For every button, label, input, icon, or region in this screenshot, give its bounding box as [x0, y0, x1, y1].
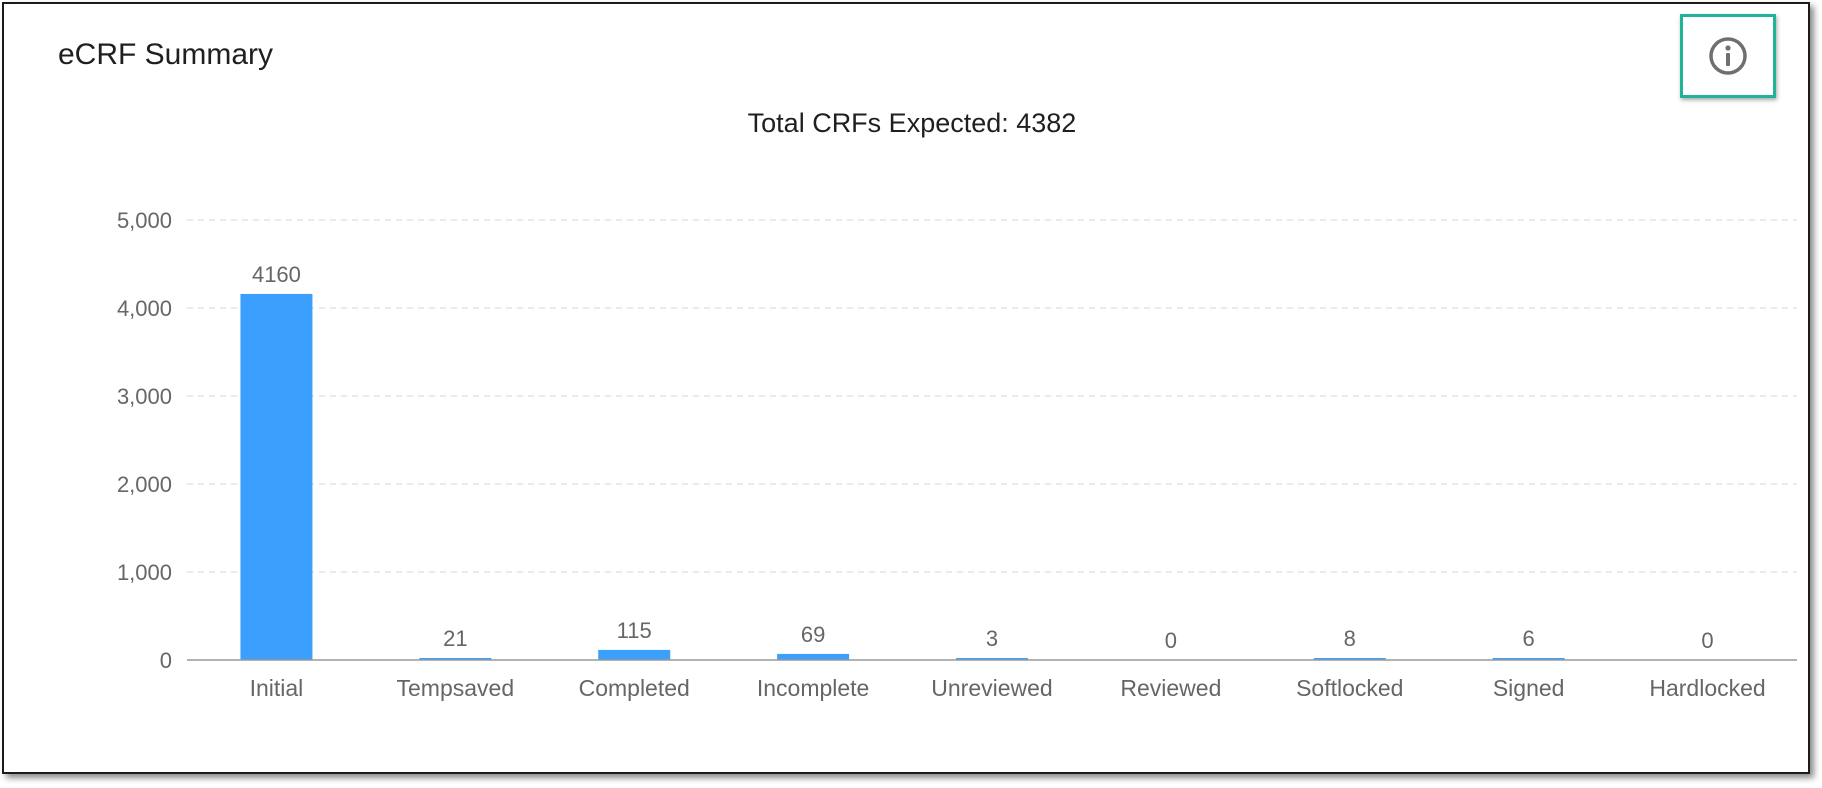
bar-data-label: 69: [801, 622, 825, 647]
bar-data-label: 6: [1523, 626, 1535, 651]
x-tick-label: Hardlocked: [1649, 675, 1765, 701]
y-tick-label: 2,000: [117, 472, 172, 497]
bar: [598, 649, 671, 660]
bar-data-label: 0: [1165, 628, 1177, 653]
y-tick-label: 5,000: [117, 208, 172, 233]
x-tick-label: Softlocked: [1296, 675, 1403, 701]
info-circle-icon: [1709, 37, 1747, 75]
bar-data-label: 115: [617, 618, 652, 643]
y-grid: [187, 219, 1797, 573]
bar: [1492, 658, 1565, 660]
panel-title: eCRF Summary: [58, 38, 274, 71]
x-tick-label: Signed: [1493, 675, 1565, 701]
bar-data-label: 3: [986, 626, 998, 651]
x-tick-label: Tempsaved: [397, 675, 515, 701]
y-tick-label: 3,000: [117, 384, 172, 409]
y-tick-labels: 0 1,000 2,000 3,000 4,000 5,000: [117, 208, 172, 673]
x-tick-label: Initial: [250, 675, 304, 701]
bar-data-labels: 4160 21 115 69 3 0 8 6 0: [252, 262, 1714, 653]
info-button[interactable]: [1680, 14, 1776, 98]
x-tick-label: Incomplete: [757, 675, 870, 701]
bar: [956, 658, 1028, 660]
x-tick-label: Reviewed: [1120, 675, 1221, 701]
bar: [240, 293, 313, 660]
chart-title: Total CRFs Expected: 4382: [748, 108, 1077, 138]
bar: [777, 653, 850, 660]
x-tick-label: Unreviewed: [931, 675, 1052, 701]
bar: [419, 658, 492, 660]
x-tick-labels: Initial Tempsaved Completed Incomplete Unrev…: [250, 675, 1766, 701]
y-tick-label: 0: [160, 648, 172, 673]
bars: [240, 293, 1565, 660]
bar-data-label: 4160: [252, 262, 301, 287]
bar-data-label: 8: [1344, 626, 1356, 651]
bar: [1313, 658, 1386, 660]
bar-data-label: 21: [443, 626, 467, 651]
bar-data-label: 0: [1701, 628, 1713, 653]
x-tick-label: Completed: [579, 675, 690, 701]
y-tick-label: 4,000: [117, 296, 172, 321]
y-tick-label: 1,000: [117, 560, 172, 585]
